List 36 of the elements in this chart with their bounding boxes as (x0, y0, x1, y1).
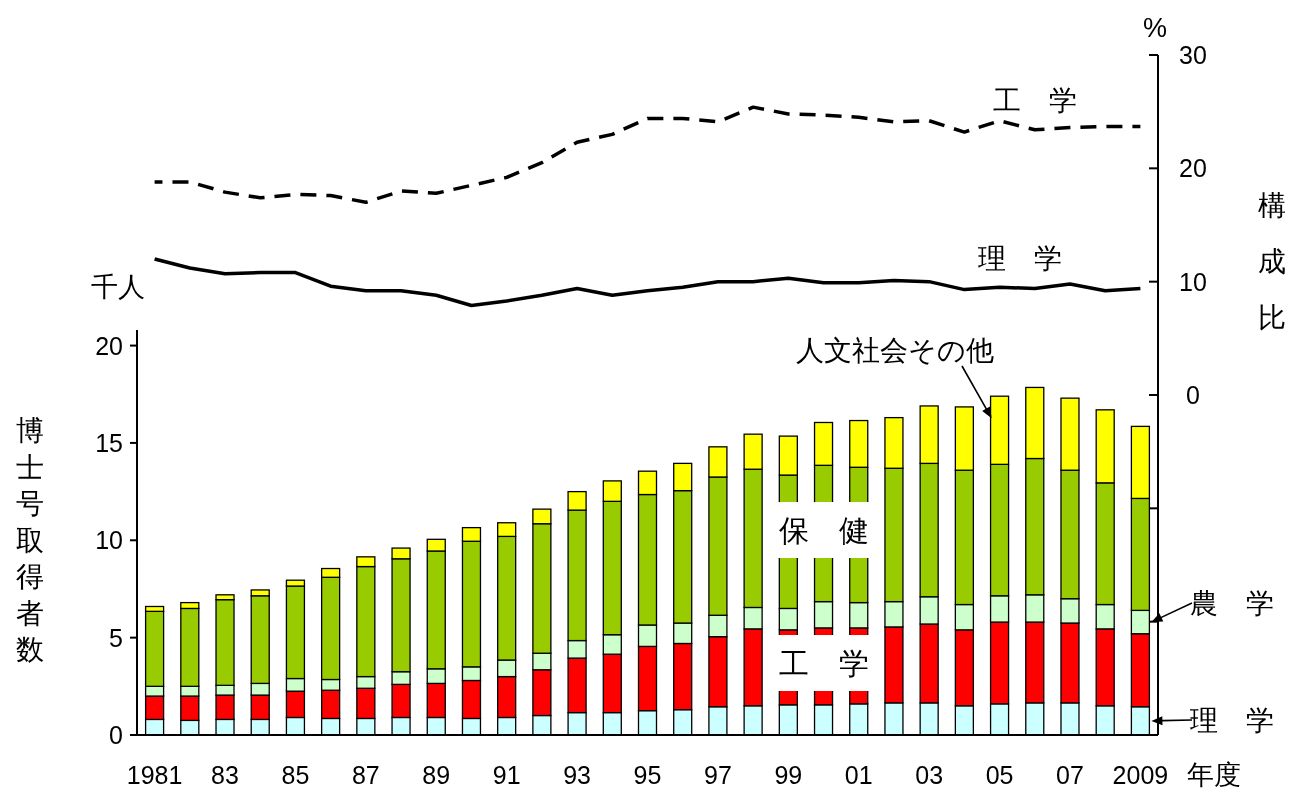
y-tick-label: 20 (1179, 154, 1207, 183)
x-tick-label: 1981 (126, 761, 183, 789)
y-tick-label: 0 (1186, 381, 1200, 409)
x-tick-label: 2009 (1112, 761, 1169, 789)
x-tick-label: 85 (281, 761, 310, 789)
series-label: 農 学 (1190, 587, 1274, 619)
y-tick-label: 15 (95, 428, 123, 457)
x-tick-label: 95 (633, 761, 662, 789)
x-tick-label: 93 (563, 761, 591, 789)
series-label: 工 学 (778, 646, 869, 680)
y-tick-label: 5 (109, 623, 123, 652)
y-tick-label: 30 (1179, 41, 1207, 69)
y-tick-label: 10 (95, 526, 123, 555)
x-tick-label: 03 (915, 761, 944, 789)
x-tick-label: 07 (1056, 761, 1084, 789)
y-tick-label: 20 (95, 331, 123, 360)
y-tick-label: 0 (109, 721, 123, 749)
y-axis-title: 博士号取得者数 (16, 415, 44, 665)
x-axis-title: 年度 (1187, 760, 1241, 790)
x-tick-label: 83 (211, 761, 239, 789)
annotation: 千人 (91, 272, 145, 302)
series-label: 理 学 (978, 242, 1062, 274)
y-axis-title: 構成比 (1258, 190, 1286, 333)
text: % (1142, 13, 1168, 43)
x-tick-label: 87 (351, 761, 380, 789)
series-label: 人文社会その他 (796, 334, 994, 366)
series-label: 工 学 (993, 84, 1077, 116)
series-label: 理 学 (1190, 704, 1274, 736)
y-tick-label: 10 (1179, 267, 1207, 296)
x-tick-label: 89 (422, 761, 451, 789)
series-label: 保 健 (778, 513, 869, 547)
x-tick-label: 01 (844, 761, 873, 789)
x-tick-label: 97 (704, 761, 732, 789)
x-tick-label: 91 (492, 761, 521, 789)
x-tick-label: 05 (985, 761, 1014, 789)
x-tick-label: 99 (774, 761, 803, 789)
